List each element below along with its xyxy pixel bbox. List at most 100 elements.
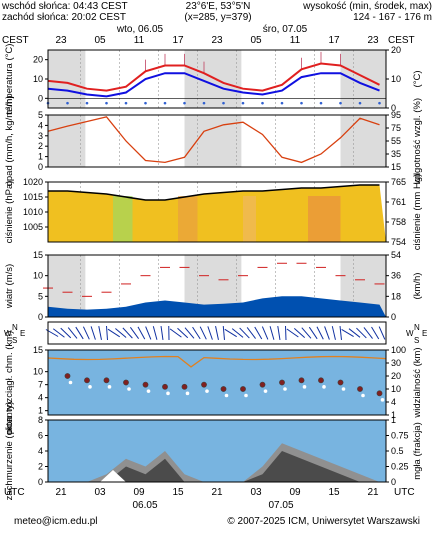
tick-label: 10: [33, 367, 43, 377]
tick-label: 1015: [23, 192, 43, 202]
cloud-base-marker: [240, 386, 245, 391]
tick-label: 4: [391, 397, 396, 407]
night-band: [185, 115, 242, 167]
tick-label: 15: [33, 345, 43, 355]
temp-dot: [222, 102, 225, 105]
cloud-top-marker: [127, 387, 131, 391]
tick-label: 75: [391, 123, 401, 133]
night-band: [48, 50, 85, 108]
bottom-day1: 06.05: [132, 500, 157, 511]
temp-dot: [105, 102, 108, 105]
temp-dot: [183, 102, 186, 105]
top-hour-label: 11: [134, 35, 145, 46]
day2-label: śro, 07.05: [263, 24, 308, 35]
cloud-top-marker: [186, 392, 190, 396]
compass-letter: E: [20, 329, 25, 338]
cloud-base-marker: [318, 378, 323, 383]
tick-label: 1005: [23, 222, 43, 232]
cloud-base-marker: [182, 384, 187, 389]
footer-email[interactable]: meteo@icm.edu.pl: [14, 516, 98, 527]
tick-label: 100: [391, 345, 406, 355]
temp-dot: [144, 102, 147, 105]
tick-label: 2: [38, 141, 43, 151]
cloud-top-marker: [303, 385, 307, 389]
tick-label: 30: [391, 358, 401, 368]
temp-dot: [281, 102, 284, 105]
day1-label: wto, 06.05: [116, 24, 164, 35]
cloud-base-marker: [338, 380, 343, 385]
temp-dot: [66, 102, 69, 105]
tick-label: 6: [38, 431, 43, 441]
top-hour-label: 11: [290, 35, 301, 46]
tick-label: 5: [38, 110, 43, 120]
sunset-text: zachód słońca: 20:02 CEST: [2, 12, 126, 23]
pressure-band: [113, 196, 133, 242]
cloud-top-marker: [147, 389, 151, 393]
top-hour-label: 17: [328, 35, 340, 46]
tick-label: 0.75: [391, 431, 409, 441]
bottom-hour-label: 03: [250, 487, 262, 498]
top-hour-label: 17: [172, 35, 184, 46]
cloud-top-marker: [69, 381, 73, 385]
axis-label: wiatr (m/s): [4, 264, 15, 309]
top-hour-label: 05: [250, 35, 262, 46]
cloud-base-marker: [299, 378, 304, 383]
tick-label: 35: [391, 149, 401, 159]
tick-label: 1: [38, 152, 43, 162]
temp-dot: [378, 102, 381, 105]
axis-label: (°C): [412, 71, 423, 88]
tick-label: 765: [391, 177, 406, 187]
bottom-hour-label: 21: [55, 487, 67, 498]
cloud-top-marker: [244, 394, 248, 398]
pressure-band: [178, 196, 198, 242]
tick-label: 2: [38, 462, 43, 472]
tick-label: 4: [38, 120, 43, 130]
night-band: [185, 50, 242, 108]
bottom-hour-label: 21: [367, 487, 379, 498]
coords-text: 23°6'E, 53°5'N: [186, 1, 251, 12]
footer-copyright: © 2007-2025 ICM, Uniwersytet Warszawski: [227, 516, 420, 527]
tick-label: 1020: [23, 177, 43, 187]
tick-label: 0: [391, 312, 396, 322]
tick-label: 761: [391, 197, 406, 207]
tick-label: 15: [33, 250, 43, 260]
tick-label: 0: [38, 162, 43, 172]
axis-label: ciśnienie (mm Hg): [412, 174, 423, 251]
cloud-top-marker: [342, 387, 346, 391]
tick-label: 20: [33, 55, 43, 65]
temp-dot: [86, 102, 89, 105]
cloud-base-marker: [357, 386, 362, 391]
tick-label: 3: [38, 131, 43, 141]
cloud-top-marker: [225, 394, 229, 398]
tick-label: 95: [391, 110, 401, 120]
temp-dot: [164, 102, 167, 105]
night-band: [341, 50, 387, 108]
tick-label: 0.25: [391, 462, 409, 472]
compass-letter: N: [12, 323, 18, 332]
cloud-base-marker: [162, 384, 167, 389]
top-hour-label: 05: [94, 35, 106, 46]
tick-label: 0: [38, 93, 43, 103]
bottom-tz-right: UTC: [394, 487, 415, 498]
compass-letter: S: [414, 336, 419, 345]
compass-letter: W: [406, 329, 414, 338]
sunrise-text: wschód słońca: 04:43 CEST: [1, 1, 128, 12]
cloud-base-marker: [260, 382, 265, 387]
tick-label: 20: [391, 371, 401, 381]
cloud-top-marker: [283, 387, 287, 391]
tick-label: 10: [33, 271, 43, 281]
axis-label: widzialność (km): [412, 347, 423, 418]
tick-label: 0: [38, 477, 43, 487]
tick-label: 20: [391, 45, 401, 55]
tick-label: 18: [391, 291, 401, 301]
axis-label: (km/h): [412, 273, 423, 300]
bottom-hour-label: 09: [133, 487, 145, 498]
cloud-top-marker: [322, 385, 326, 389]
tick-label: 5: [38, 291, 43, 301]
